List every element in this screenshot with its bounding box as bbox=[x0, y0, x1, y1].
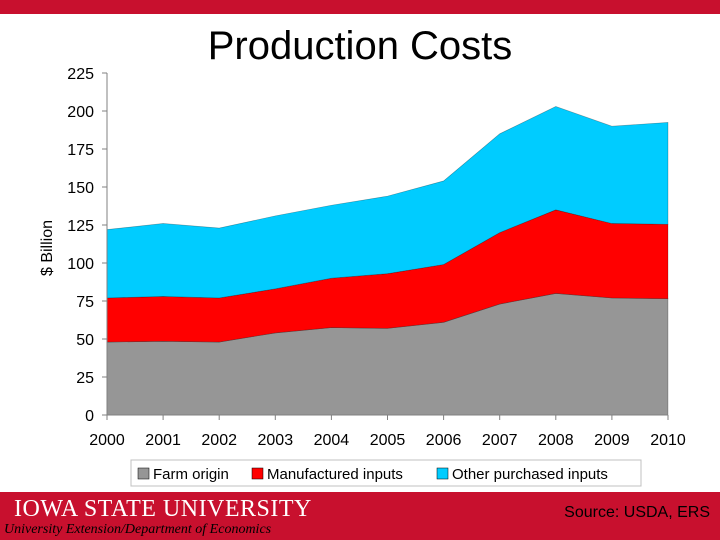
legend-swatch bbox=[436, 467, 449, 480]
x-tick-label: 2000 bbox=[89, 432, 125, 449]
university-logo: IOWA STATE UNIVERSITY bbox=[14, 496, 312, 522]
footer-bar bbox=[0, 492, 720, 540]
x-tick-label: 2006 bbox=[426, 432, 462, 449]
x-tick-label: 2004 bbox=[314, 432, 350, 449]
legend-swatch bbox=[137, 467, 150, 480]
area-other-purchased-inputs bbox=[106, 106, 669, 299]
y-tick-label: 75 bbox=[76, 294, 94, 311]
y-axis-title: $ Billion bbox=[39, 220, 56, 276]
x-tick-label: 2009 bbox=[594, 432, 630, 449]
y-tick-label: 100 bbox=[67, 256, 94, 273]
y-tick-label: 125 bbox=[67, 218, 94, 235]
y-tick-label: 225 bbox=[67, 66, 94, 83]
source-note: Source: USDA, ERS bbox=[564, 504, 710, 521]
slide-title: Production Costs bbox=[207, 24, 513, 68]
stacked-area-chart: 0 25 50 75 100 125 150 175 200 225 2000 2001 2002 200… bbox=[39, 66, 686, 487]
x-tick-label: 2007 bbox=[482, 432, 518, 449]
x-tick-label: 2008 bbox=[538, 432, 574, 449]
x-tick-label: 2010 bbox=[650, 432, 686, 449]
y-tick-label: 200 bbox=[67, 104, 94, 121]
legend-box bbox=[130, 459, 642, 487]
y-tick-label: 150 bbox=[67, 180, 94, 197]
y-tick-label: 0 bbox=[85, 408, 94, 425]
y-tick-label: 175 bbox=[67, 142, 94, 159]
department-subtitle: University Extension/Department of Econo… bbox=[4, 522, 272, 537]
x-tick-label: 2001 bbox=[145, 432, 181, 449]
top-accent-bar bbox=[0, 0, 720, 14]
legend-label: Farm origin bbox=[153, 466, 229, 483]
y-tick-label: 50 bbox=[76, 332, 94, 349]
x-tick-label: 2003 bbox=[258, 432, 294, 449]
legend-swatch bbox=[251, 467, 264, 480]
legend-label: Manufactured inputs bbox=[267, 466, 403, 483]
legend-label: Other purchased inputs bbox=[452, 466, 608, 483]
x-tick-label: 2002 bbox=[201, 432, 237, 449]
x-tick-label: 2005 bbox=[370, 432, 406, 449]
y-tick-label: 25 bbox=[76, 370, 94, 387]
area-manufactured-inputs bbox=[106, 209, 669, 343]
